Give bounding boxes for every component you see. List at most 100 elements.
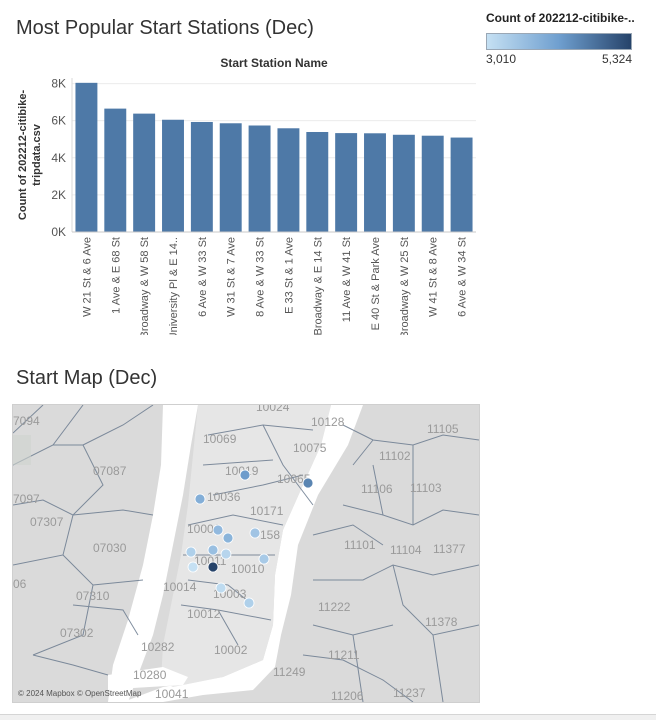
x-tick-label: Broadway & E 14 St (312, 237, 324, 335)
zip-label: 11222 (318, 600, 351, 614)
y-axis-title: Count of 202212-citibike-tripdata.csv (17, 90, 43, 221)
zip-label: 10036 (207, 490, 241, 504)
zip-label: 11102 (379, 449, 411, 463)
zip-label: 11106 (361, 482, 393, 496)
legend-gradient (486, 33, 632, 50)
x-tick-label: W 41 St & 8 Ave (428, 237, 440, 317)
zip-label: 07302 (60, 626, 94, 640)
bar (162, 119, 184, 232)
station-points (185, 469, 314, 609)
bar (306, 131, 329, 232)
y-tick-label: 0K (51, 225, 66, 239)
bar (450, 137, 473, 232)
station-point[interactable] (258, 553, 270, 565)
bar (219, 123, 242, 232)
zip-label: 10011 (194, 554, 227, 568)
map-attribution: © 2024 Mapbox © OpenStreetMap (18, 689, 142, 698)
x-axis-title: Start Station Name (220, 56, 328, 70)
y-tick-label: 6K (51, 114, 66, 128)
sheet-tab-bar[interactable] (0, 714, 656, 720)
zip-label: 7097 (13, 492, 40, 506)
zip-label: 07310 (76, 589, 110, 603)
zip-label: 11103 (410, 481, 442, 495)
x-tick-label: 1 Ave & E 68 St (110, 237, 122, 314)
station-point[interactable] (243, 597, 255, 609)
zip-label: 11105 (427, 422, 459, 436)
bar (133, 113, 156, 232)
bar (335, 133, 358, 232)
map-base (13, 405, 479, 702)
station-point[interactable] (207, 544, 219, 556)
y-tick-label: 8K (51, 77, 66, 91)
zip-label: 10282 (141, 640, 175, 654)
station-point[interactable] (212, 524, 224, 536)
x-tick-label: 6 Ave & W 33 St (197, 237, 209, 317)
zip-label: 10001 (187, 522, 221, 536)
x-tick-label: W 21 St & 6 Ave (81, 237, 93, 317)
zip-label: 11237 (393, 686, 426, 700)
x-tick-label: 11 Ave & W 41 St (341, 237, 353, 322)
zip-label: 11211 (328, 648, 360, 662)
station-point[interactable] (185, 546, 197, 558)
zip-label: 10012 (187, 607, 221, 621)
x-tick-label: Broadway & W 25 St (399, 237, 411, 335)
color-legend[interactable]: Count of 202212-citibike-.. 3,010 5,324 (486, 11, 636, 66)
y-tick-label: 4K (51, 151, 66, 165)
map-title: Start Map (Dec) (16, 367, 158, 389)
station-point[interactable] (302, 477, 314, 489)
station-point[interactable] (207, 561, 219, 573)
x-tick-label: 6 Ave & W 34 St (457, 237, 469, 317)
bar (277, 128, 300, 232)
station-point[interactable] (215, 582, 227, 594)
zip-label: 10014 (163, 580, 197, 594)
x-tick-label: University Pl & E 14.. (168, 237, 180, 335)
legend-title: Count of 202212-citibike-.. (486, 11, 635, 25)
zip-label: 07030 (93, 541, 127, 555)
zip-label: 7094 (13, 414, 40, 428)
station-point[interactable] (194, 493, 206, 505)
zip-label: 06 (13, 577, 27, 591)
zip-label: 11101 (344, 538, 376, 552)
bar (421, 135, 444, 232)
x-tick-label: Broadway & W 58 St (139, 237, 151, 335)
zip-label: 07087 (93, 464, 127, 478)
bar-chart: Start Station Name Count of 202212-citibi… (17, 56, 476, 335)
station-point[interactable] (222, 532, 234, 544)
zip-label: 11249 (273, 665, 306, 679)
zip-label: 10280 (133, 668, 167, 682)
zip-label: 11378 (425, 615, 458, 629)
x-tick-label: E 40 St & Park Ave (370, 237, 382, 330)
zip-label: 10128 (311, 415, 345, 429)
zip-label: 10010 (231, 562, 265, 576)
x-tick-label: W 31 St & 7 Ave (226, 237, 238, 317)
zip-label: 158 (260, 528, 281, 542)
zip-label: 10069 (203, 432, 237, 446)
station-point[interactable] (239, 469, 251, 481)
zip-label: 10002 (214, 643, 248, 657)
y-tick-label: 2K (51, 188, 66, 202)
zip-label: 10024 (256, 404, 290, 414)
zip-label: 07307 (30, 515, 64, 529)
station-point[interactable] (249, 527, 261, 539)
legend-max-label: 5,324 (601, 52, 632, 66)
bar (364, 133, 386, 232)
zip-label: 11104 (390, 543, 422, 557)
bar (392, 134, 415, 232)
bar (190, 121, 213, 232)
legend-min-label: 3,010 (486, 52, 517, 66)
bar (104, 108, 127, 232)
station-point[interactable] (220, 548, 232, 560)
zip-label: 10075 (293, 441, 327, 455)
zip-label: 10171 (250, 504, 284, 518)
chart-title: Most Popular Start Stations (Dec) (16, 17, 314, 39)
x-tick-label: 8 Ave & W 33 St (255, 237, 267, 317)
bar (248, 125, 271, 232)
bar (75, 82, 98, 232)
start-map[interactable]: 10024 10128 7094 10069 10075 11105 10019… (12, 404, 480, 703)
station-point[interactable] (187, 561, 199, 573)
zip-label: 11377 (433, 542, 466, 556)
zip-label: 11206 (331, 689, 364, 703)
x-tick-label: E 33 St & 1 Ave (283, 237, 295, 314)
zip-label: 10065 (277, 472, 311, 486)
zip-label: 10041 (155, 687, 189, 701)
